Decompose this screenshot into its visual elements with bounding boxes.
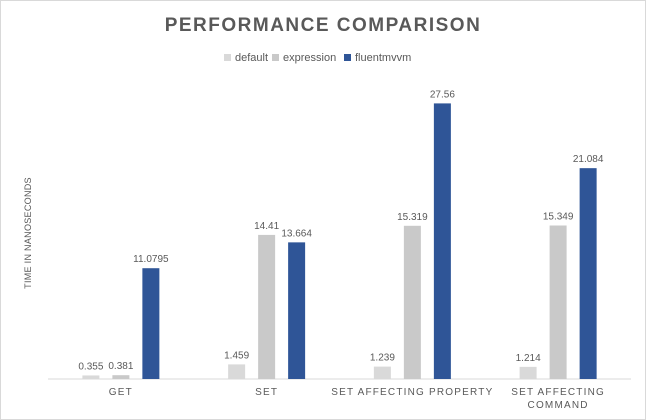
category-label-2-0: SET AFFECTING PROPERTY bbox=[331, 387, 493, 398]
bar-default-3 bbox=[519, 366, 537, 379]
category-label-0-0: GET bbox=[109, 387, 133, 398]
bar-fluentmvvm-1 bbox=[288, 242, 306, 379]
value-label-expression-0: 0.381 bbox=[108, 361, 133, 372]
legend-swatch-expression bbox=[272, 54, 279, 61]
bar-fluentmvvm-2 bbox=[433, 103, 451, 380]
value-label-expression-2: 15.319 bbox=[397, 212, 428, 223]
value-label-default-3: 1.214 bbox=[516, 353, 541, 364]
category-label-3-0: SET AFFECTING bbox=[511, 387, 605, 398]
value-label-fluentmvvm-3: 21.084 bbox=[573, 154, 604, 165]
bar-expression-3 bbox=[549, 225, 567, 379]
bar-fluentmvvm-0 bbox=[142, 268, 160, 379]
legend-label-default: default bbox=[235, 52, 268, 64]
bar-default-2 bbox=[373, 366, 391, 379]
bar-expression-2 bbox=[403, 225, 421, 379]
legend-swatch-fluentmvvm bbox=[344, 54, 351, 61]
category-label-1-0: SET bbox=[255, 387, 278, 398]
value-label-default-1: 1.459 bbox=[224, 350, 249, 361]
legend-label-fluentmvvm: fluentmvvm bbox=[355, 52, 411, 64]
legend-swatch-default bbox=[224, 54, 231, 61]
category-labels-group: GET SET SET AFFECTING PROPERTY SET AFFECTIN… bbox=[109, 387, 605, 411]
value-label-fluentmvvm-2: 27.56 bbox=[430, 89, 455, 100]
value-label-fluentmvvm-0: 11.0795 bbox=[133, 254, 169, 265]
bar-fluentmvvm-3 bbox=[579, 168, 597, 379]
category-label-3-1: COMMAND bbox=[528, 400, 589, 411]
value-label-expression-3: 15.349 bbox=[543, 212, 574, 223]
value-label-expression-1: 14.41 bbox=[254, 221, 279, 232]
value-label-default-2: 1.239 bbox=[370, 353, 395, 364]
value-label-fluentmvvm-1: 13.664 bbox=[281, 228, 312, 239]
value-label-default-0: 0.355 bbox=[78, 361, 103, 372]
bar-default-1 bbox=[228, 364, 246, 379]
bar-expression-1 bbox=[258, 234, 276, 379]
bars-group bbox=[82, 103, 597, 380]
chart-title: PERFORMANCE COMPARISON bbox=[165, 15, 482, 36]
bar-expression-0 bbox=[112, 375, 130, 379]
legend: default expression fluentmvvm bbox=[224, 52, 411, 64]
y-axis-label: TIME IN NANOSECONDS bbox=[23, 177, 33, 289]
legend-label-expression: expression bbox=[283, 52, 336, 64]
bar-default-0 bbox=[82, 375, 100, 379]
